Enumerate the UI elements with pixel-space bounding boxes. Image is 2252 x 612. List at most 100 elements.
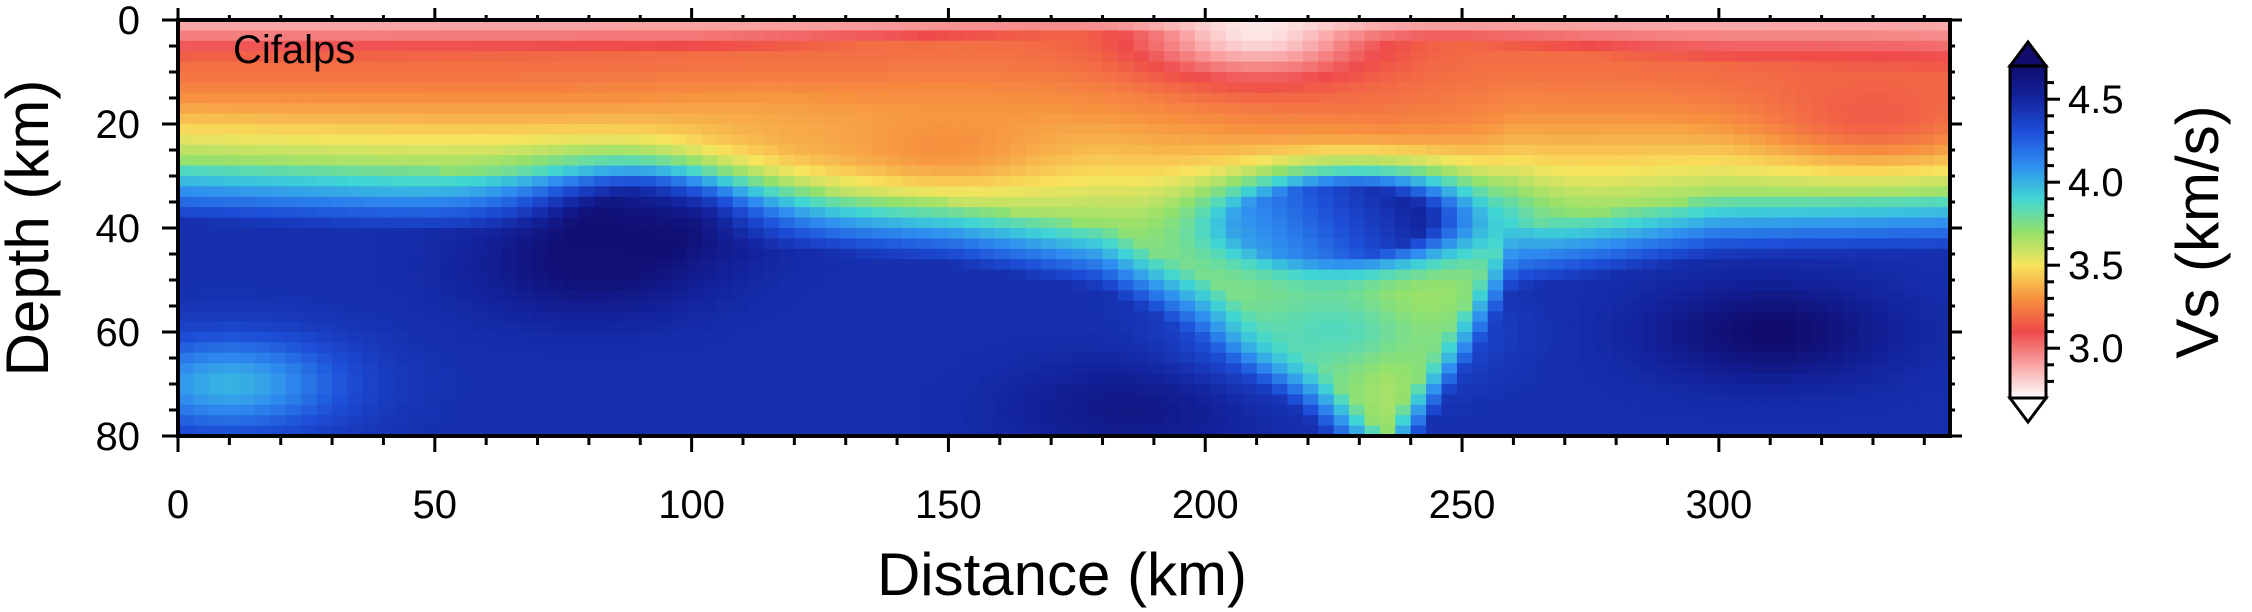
heatmap-cell	[1349, 259, 1366, 271]
heatmap-cell	[1272, 363, 1289, 375]
heatmap-cell	[1611, 92, 1628, 104]
heatmap-cell	[1795, 332, 1813, 344]
heatmap-cell	[1811, 82, 1828, 94]
heatmap-cell	[362, 332, 380, 344]
heatmap-cell	[1549, 196, 1566, 208]
heatmap-cell	[193, 124, 210, 136]
heatmap-cell	[1657, 165, 1674, 177]
heatmap-cell	[1641, 425, 1659, 436]
heatmap-cell	[640, 113, 657, 125]
heatmap-cell	[1087, 20, 1104, 32]
heatmap-cell	[208, 352, 226, 364]
heatmap-cell	[902, 20, 919, 32]
heatmap-cell	[1010, 404, 1027, 416]
heatmap-cell	[640, 51, 657, 63]
heatmap-cell	[1379, 217, 1397, 229]
heatmap-cell	[1903, 176, 1920, 188]
heatmap-cell	[840, 321, 857, 333]
heatmap-cell	[255, 103, 272, 115]
heatmap-cell	[1349, 384, 1366, 396]
heatmap-cell	[1580, 217, 1597, 229]
heatmap-cell	[516, 165, 534, 177]
heatmap-cell	[424, 311, 441, 323]
heatmap-cell	[1626, 134, 1643, 146]
heatmap-cell	[1734, 155, 1751, 167]
heatmap-cell	[1349, 238, 1366, 250]
heatmap-cell	[1025, 82, 1042, 94]
heatmap-cell	[1025, 40, 1042, 52]
heatmap-cell	[332, 352, 349, 364]
heatmap-cell	[1780, 238, 1797, 250]
heatmap-cell	[439, 30, 457, 42]
heatmap-cell	[563, 165, 580, 177]
heatmap-cell	[1842, 384, 1859, 396]
heatmap-cell	[671, 321, 688, 333]
heatmap-cell	[732, 352, 749, 364]
heatmap-cell	[1611, 217, 1628, 229]
heatmap-cell	[1919, 113, 1936, 125]
heatmap-cell	[778, 82, 796, 94]
heatmap-cell	[624, 352, 642, 364]
heatmap-cell	[624, 404, 642, 416]
heatmap-cell	[393, 124, 410, 136]
heatmap-cell	[1241, 124, 1258, 136]
heatmap-cell	[178, 259, 195, 271]
heatmap-cell	[1780, 352, 1797, 364]
heatmap-cell	[1919, 415, 1936, 427]
heatmap-cell	[1102, 103, 1119, 115]
heatmap-cell	[902, 352, 919, 364]
heatmap-cell	[255, 30, 272, 42]
heatmap-cell	[1441, 144, 1458, 156]
heatmap-cell	[1272, 134, 1289, 146]
heatmap-cell	[1503, 363, 1520, 375]
heatmap-cell	[301, 248, 318, 260]
heatmap-cell	[270, 134, 287, 146]
heatmap-cell	[717, 165, 734, 177]
heatmap-cell	[1179, 165, 1196, 177]
heatmap-cell	[1657, 321, 1674, 333]
heatmap-cell	[686, 332, 703, 344]
heatmap-cell	[1318, 61, 1335, 73]
heatmap-cell	[671, 342, 688, 354]
heatmap-cell	[809, 404, 826, 416]
heatmap-cell	[1210, 51, 1227, 63]
heatmap-cell	[1718, 259, 1736, 271]
heatmap-cell	[1456, 259, 1474, 271]
heatmap-cell	[409, 259, 426, 271]
heatmap-cell	[778, 30, 796, 42]
heatmap-cell	[1826, 217, 1843, 229]
heatmap-cell	[1580, 280, 1597, 292]
heatmap-cell	[732, 332, 749, 344]
heatmap-cell	[439, 425, 457, 436]
heatmap-cell	[917, 425, 934, 436]
heatmap-cell	[239, 92, 256, 104]
heatmap-cell	[686, 248, 703, 260]
heatmap-cell	[1148, 113, 1165, 125]
heatmap-cell	[763, 373, 780, 385]
heatmap-cell	[809, 373, 826, 385]
heatmap-cell	[1580, 82, 1597, 94]
heatmap-cell	[578, 217, 595, 229]
heatmap-cell	[1872, 176, 1890, 188]
heatmap-cell	[902, 61, 919, 73]
heatmap-cell	[270, 425, 287, 436]
heatmap-cell	[1040, 176, 1058, 188]
heatmap-cell	[1117, 196, 1135, 208]
heatmap-cell	[1811, 165, 1828, 177]
heatmap-cell	[1580, 259, 1597, 271]
heatmap-cell	[1056, 238, 1073, 250]
heatmap-cell	[424, 61, 441, 73]
heatmap-cell	[1780, 425, 1797, 436]
heatmap-cell	[239, 415, 256, 427]
heatmap-cell	[1564, 404, 1581, 416]
heatmap-cell	[193, 280, 210, 292]
heatmap-cell	[439, 373, 457, 385]
heatmap-cell	[671, 61, 688, 73]
heatmap-cell	[1503, 176, 1520, 188]
heatmap-cell	[1780, 103, 1797, 115]
heatmap-cell	[794, 290, 811, 302]
heatmap-cell	[855, 311, 873, 323]
heatmap-cell	[1087, 103, 1104, 115]
heatmap-cell	[748, 40, 765, 52]
heatmap-cell	[1441, 280, 1458, 292]
